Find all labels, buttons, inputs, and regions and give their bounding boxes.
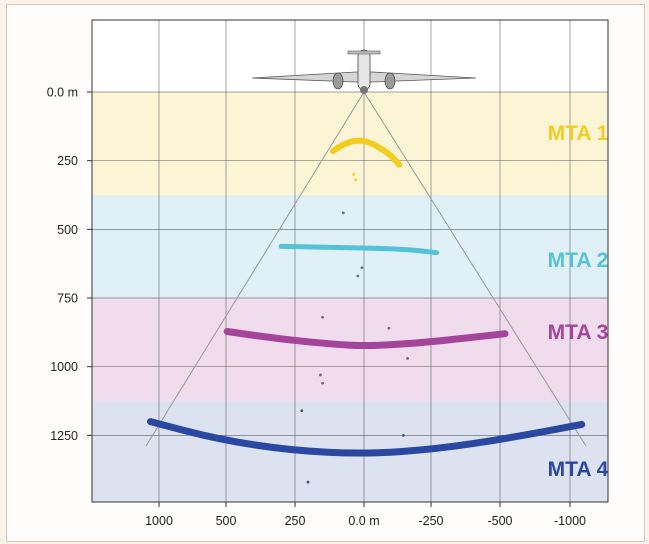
series-line-mta-1 [329, 137, 403, 168]
stray-point-7 [406, 357, 409, 360]
series-line-mta-2 [278, 243, 440, 256]
aircraft-tail [347, 50, 381, 55]
aircraft-nose [360, 86, 368, 94]
stray-point-2 [341, 211, 345, 215]
y-tick-label-3: 750 [57, 292, 78, 306]
stray-point-6 [387, 326, 391, 330]
aircraft-icon [251, 49, 477, 94]
y-tick-label-0: 0.0 m [47, 86, 78, 100]
y-tick-label-4: 1000 [50, 360, 78, 374]
x-tick-label-6: -1000 [554, 514, 586, 528]
x-tick-label-1: 500 [216, 514, 237, 528]
zone-label-mta-1: MTA 1 [548, 122, 609, 145]
stray-point-0 [352, 173, 356, 176]
stray-point-11 [401, 433, 405, 437]
y-tick-label-5: 1250 [50, 429, 78, 443]
stray-point-10 [300, 409, 304, 413]
scan-cone-left [145, 91, 365, 447]
stray-point-1 [354, 178, 358, 182]
zone-label-mta-4: MTA 4 [548, 458, 609, 481]
aircraft-engine-left [332, 72, 344, 90]
stray-point-4 [356, 274, 360, 278]
scan-cone-right [363, 91, 587, 447]
zone-band-3 [92, 298, 608, 402]
x-tick-label-5: -500 [487, 514, 512, 528]
y-tick-label-1: 250 [57, 154, 78, 168]
series-line-mta-3 [223, 328, 509, 350]
stray-point-3 [360, 266, 364, 270]
y-tick-label-2: 500 [57, 223, 78, 237]
aircraft-fuselage [357, 49, 371, 91]
aircraft-engine-right [384, 72, 396, 90]
series-line-mta-4 [147, 418, 586, 457]
stray-point-9 [321, 381, 324, 385]
zone-label-mta-2: MTA 2 [548, 249, 609, 272]
zone-label-mta-3: MTA 3 [548, 321, 609, 344]
stray-point-5 [321, 315, 324, 319]
x-tick-label-2: 250 [285, 514, 306, 528]
stray-point-12 [306, 480, 310, 484]
plot-border [91, 19, 609, 503]
stray-point-8 [319, 373, 322, 377]
x-tick-label-4: -250 [418, 514, 443, 528]
x-tick-label-0: 1000 [145, 514, 173, 528]
x-tick-label-3: 0.0 m [348, 514, 379, 528]
